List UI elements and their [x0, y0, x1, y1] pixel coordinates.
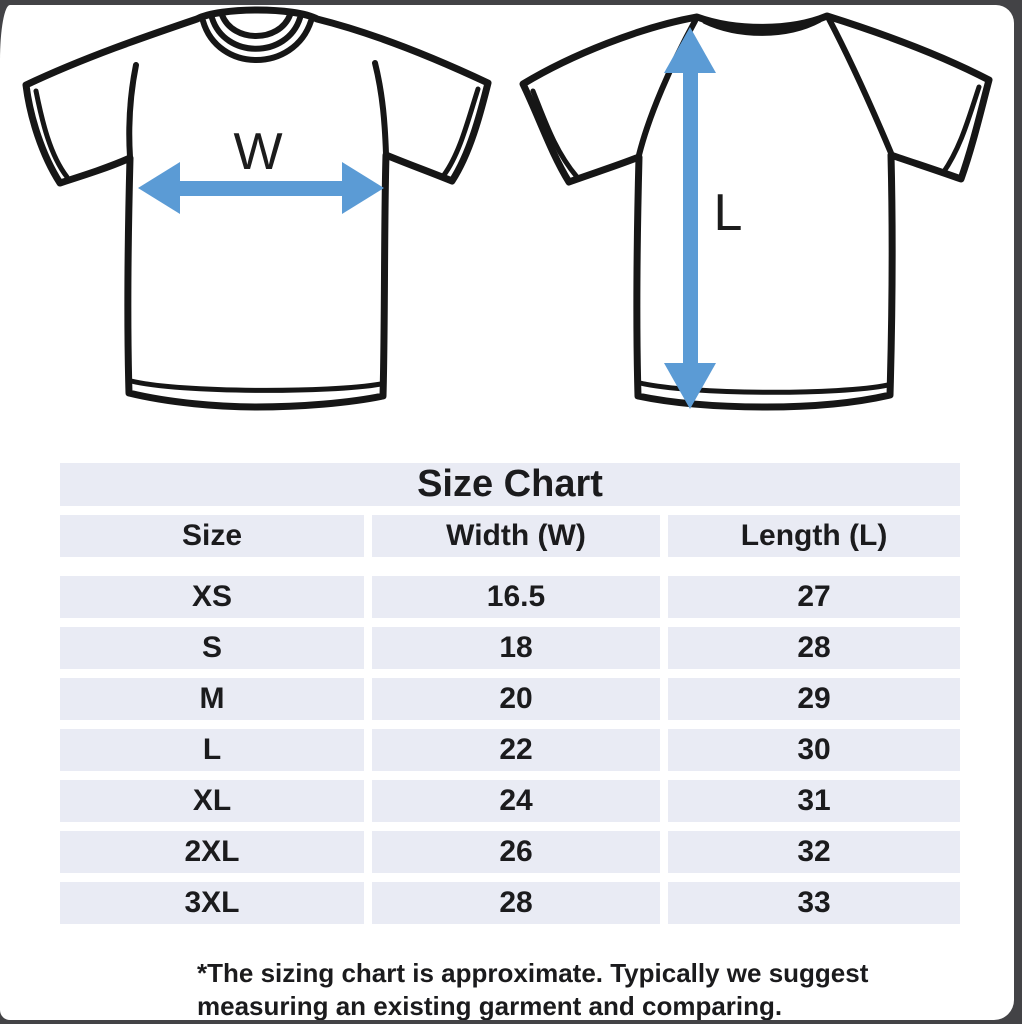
tshirt-back-outline [519, 12, 993, 411]
table-header-row: Size Width (W) Length (L) [60, 515, 960, 557]
width-value: 28 [372, 882, 660, 924]
hem-trim [128, 378, 384, 393]
collar-rib-line [209, 15, 303, 52]
width-value: 26 [372, 831, 660, 873]
table-row: M 20 29 [60, 678, 960, 720]
width-value: 16.5 [372, 576, 660, 618]
width-value: 22 [372, 729, 660, 771]
length-label: L [714, 184, 743, 242]
cuff-trim-right [940, 84, 982, 176]
length-value: 27 [668, 576, 960, 618]
size-value: L [60, 729, 364, 771]
table-row: XL 24 31 [60, 780, 960, 822]
size-chart-table: Size Chart Size Width (W) Length (L) XS … [60, 463, 960, 933]
size-value: S [60, 627, 364, 669]
length-value: 32 [668, 831, 960, 873]
sizing-disclaimer: *The sizing chart is approximate. Typica… [197, 957, 868, 1020]
column-header-length: Length (L) [668, 515, 960, 557]
collar-neckline [200, 18, 314, 63]
length-value: 31 [668, 780, 960, 822]
cuff-trim-right [441, 86, 481, 178]
table-row: S 18 28 [60, 627, 960, 669]
length-value: 29 [668, 678, 960, 720]
cuff-trim-left [530, 88, 580, 180]
table-title: Size Chart [60, 463, 960, 506]
table-row: 3XL 28 33 [60, 882, 960, 924]
width-arrow [138, 162, 384, 214]
tshirt-front-outline [22, 6, 492, 411]
width-value: 20 [372, 678, 660, 720]
column-header-size: Size [60, 515, 364, 557]
size-value: M [60, 678, 364, 720]
size-value: 3XL [60, 882, 364, 924]
table-row: 2XL 26 32 [60, 831, 960, 873]
length-arrow [664, 27, 716, 409]
length-value: 28 [668, 627, 960, 669]
tshirt-back-diagram: L [519, 12, 993, 411]
width-value: 18 [372, 627, 660, 669]
tshirt-front-diagram: W [22, 6, 492, 411]
back-collar-line [702, 17, 822, 36]
length-value: 33 [668, 882, 960, 924]
disclaimer-line-1: *The sizing chart is approximate. Typica… [197, 958, 869, 988]
disclaimer-line-2: measuring an existing garment and compar… [197, 991, 783, 1020]
sleeve-seam-left [126, 62, 139, 160]
table-row: XS 16.5 27 [60, 576, 960, 618]
sleeve-seam-right [826, 16, 894, 156]
sleeve-seam-right [372, 60, 389, 157]
size-value: XL [60, 780, 364, 822]
cuff-trim-left [33, 88, 70, 180]
hem-trim [637, 380, 891, 395]
size-value: XS [60, 576, 364, 618]
length-value: 30 [668, 729, 960, 771]
size-chart-image: W L Size Chart Size Width (W) Length ( [0, 5, 1014, 1020]
width-value: 24 [372, 780, 660, 822]
size-value: 2XL [60, 831, 364, 873]
column-header-width: Width (W) [372, 515, 660, 557]
width-label: W [233, 123, 282, 181]
table-row: L 22 30 [60, 729, 960, 771]
collar-rib-line [219, 12, 293, 39]
